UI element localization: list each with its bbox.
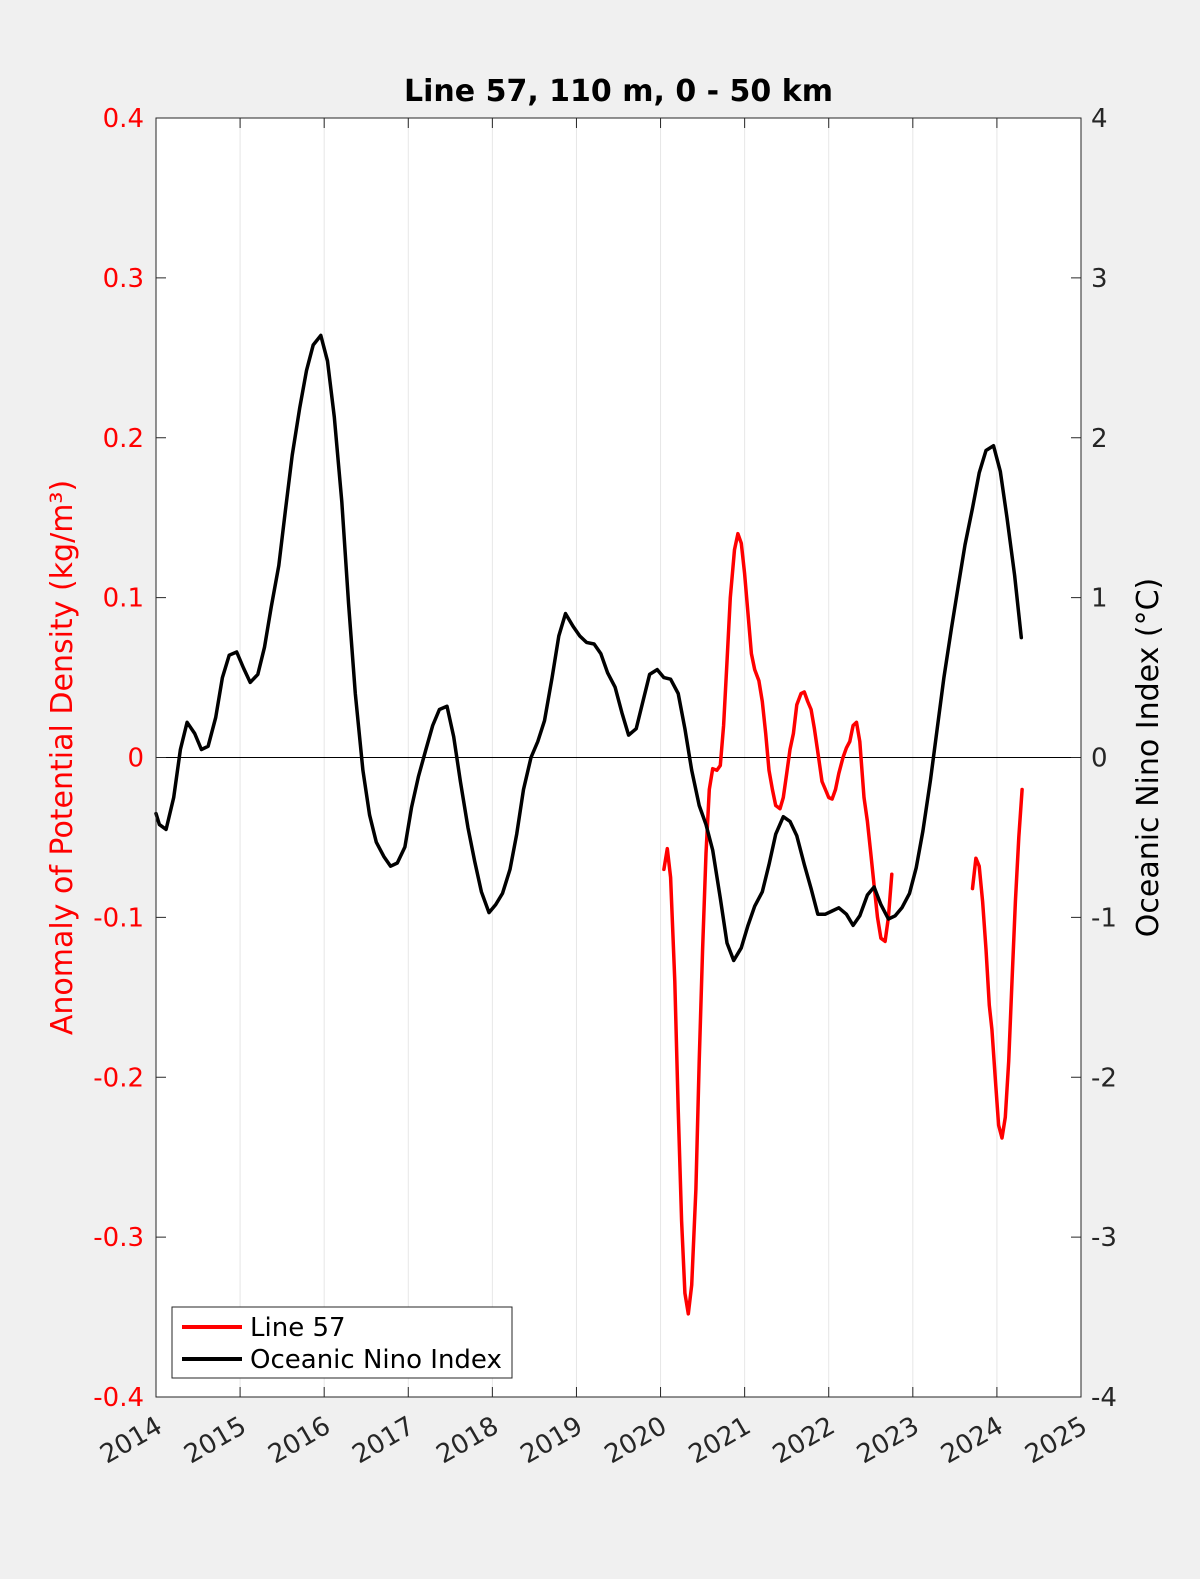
series-layer [154,333,1024,1316]
x-tick-label: 2025 [1020,1411,1092,1470]
y-left-tick-label: 0.4 [103,104,144,134]
y-left-tick-label: -0.2 [93,1063,144,1093]
series-line57 [662,531,894,1316]
legend-label-oni: Oceanic Nino Index [250,1345,502,1375]
y-left-tick-label: 0.3 [103,264,144,294]
y-right-tick-label: -4 [1091,1383,1117,1413]
x-tick-label: 2020 [600,1411,672,1470]
legend-label-line57: Line 57 [250,1313,346,1343]
series-oni [154,333,1024,963]
y-right-tick-label: 0 [1091,744,1108,774]
x-tick-label: 2023 [852,1411,924,1470]
y-right-tick-label: -3 [1091,1223,1117,1253]
y-left-tick-label: -0.4 [93,1383,144,1413]
y-axis-label-right: Oceanic Nino Index (°C) [1131,578,1166,938]
y-left-tick-label: -0.1 [93,903,144,933]
x-tick-label: 2022 [768,1411,840,1470]
y-right-tick-label: 2 [1091,424,1108,454]
series-line57 [970,787,1024,1140]
chart-title: Line 57, 110 m, 0 - 50 km [404,74,833,109]
y-right-tick-label: -1 [1091,903,1117,933]
legend: Line 57 Oceanic Nino Index [171,1306,513,1379]
x-tick-label: 2018 [432,1411,504,1470]
y-right-tick-label: 1 [1091,584,1108,614]
x-tick-label: 2019 [516,1411,588,1470]
y-right-tick-label: 4 [1091,104,1108,134]
legend-box [171,1306,513,1379]
x-tick-label: 2016 [263,1411,335,1470]
x-tick-label: 2021 [684,1411,756,1470]
x-tick-label: 2024 [936,1411,1008,1470]
y-left-tick-label: 0.2 [103,424,144,454]
y-left-tick-label: -0.3 [93,1223,144,1253]
y-axis-label-left: Anomaly of Potential Density (kg/m³) [45,480,80,1035]
x-tick-label: 2014 [95,1411,167,1470]
y-left-tick-label: 0.1 [103,584,144,614]
y-right-tick-label: 3 [1091,264,1108,294]
y-right-tick-label: -2 [1091,1063,1117,1093]
y-left-tick-label: 0 [127,744,144,774]
x-tick-label: 2015 [179,1411,251,1470]
x-tick-label: 2017 [347,1411,419,1470]
